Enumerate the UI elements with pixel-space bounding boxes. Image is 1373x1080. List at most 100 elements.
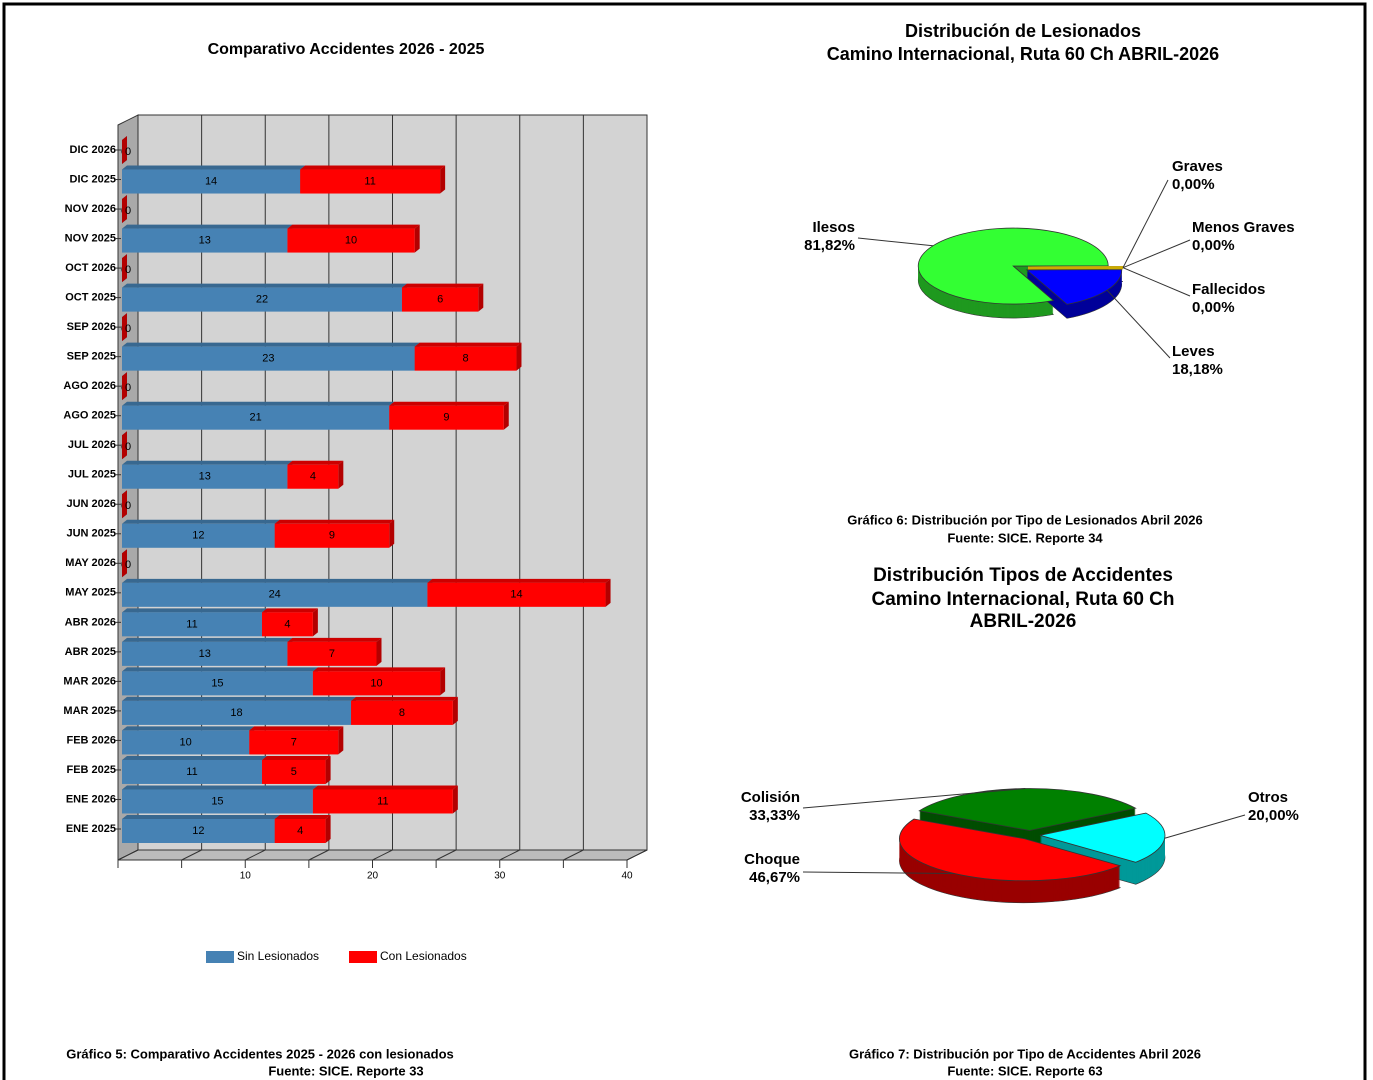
bar-top — [389, 401, 509, 406]
bar-top — [274, 519, 395, 524]
bar-top — [287, 637, 382, 642]
bar — [287, 464, 339, 489]
y-tick-label: AGO 2025 — [63, 410, 116, 422]
y-tick-label: JUN 2025 — [66, 528, 116, 540]
slice-label: Choque — [744, 851, 800, 868]
legend-label: Con Lesionados — [380, 949, 467, 963]
bar-top — [261, 755, 331, 760]
bar-side — [605, 578, 611, 607]
bar-side — [122, 431, 127, 460]
chart-title: Comparativo Accidentes 2026 - 2025 — [208, 41, 485, 58]
y-tick-label: JUN 2026 — [66, 498, 116, 510]
bar-side — [503, 401, 509, 430]
value-label: 10 — [180, 736, 192, 748]
bar-top — [312, 785, 458, 790]
bar-top — [122, 283, 407, 288]
chart-title: Camino Internacional, Ruta 60 Ch ABRIL-2… — [827, 44, 1219, 64]
bar-side — [312, 608, 318, 637]
value-label: 13 — [199, 234, 211, 246]
chart-title: Distribución Tipos de Accidentes — [873, 565, 1173, 586]
bar — [300, 169, 441, 194]
bar — [122, 612, 262, 637]
value-label: 0 — [125, 205, 131, 217]
caption: Gráfico 5: Comparativo Accidentes 2025 -… — [66, 1046, 454, 1061]
leader-line — [1106, 289, 1171, 359]
chart-title: Distribución de Lesionados — [905, 21, 1141, 41]
bar-top — [122, 726, 255, 731]
bar-top — [122, 519, 280, 524]
bar — [122, 730, 250, 755]
y-tick-label: MAY 2026 — [65, 557, 116, 569]
bar-side — [452, 696, 458, 725]
value-label: 4 — [297, 825, 303, 837]
value-label: 0 — [125, 500, 131, 512]
y-tick-label: AGO 2026 — [63, 380, 116, 392]
y-tick-label: MAR 2026 — [63, 675, 116, 687]
chart-title: ABRIL-2026 — [970, 611, 1077, 632]
value-label: 5 — [291, 766, 297, 778]
bar — [427, 582, 606, 607]
slice-label: Leves — [1172, 343, 1215, 360]
y-tick-label: OCT 2026 — [65, 262, 116, 274]
value-label: 15 — [211, 795, 223, 807]
slice-value-label: 0,00% — [1192, 299, 1235, 316]
bar-side — [452, 785, 458, 814]
pie-slice — [899, 818, 1122, 882]
bar-side — [122, 254, 127, 283]
floor-line — [499, 849, 520, 861]
bar-top — [287, 460, 344, 465]
bar-side — [122, 136, 127, 164]
floor-line — [308, 849, 330, 861]
bar-top — [351, 696, 458, 701]
bar — [122, 464, 288, 489]
value-label: 8 — [463, 353, 469, 365]
value-label: 23 — [262, 353, 274, 365]
value-label: 11 — [364, 175, 375, 187]
bar-side — [325, 815, 331, 843]
bar — [287, 641, 377, 666]
bar-top — [274, 815, 331, 819]
bar-side — [440, 667, 446, 696]
bar — [122, 346, 415, 371]
slice-label: Menos Graves — [1192, 219, 1295, 236]
source: Fuente: SICE. Reporte 33 — [268, 1063, 423, 1078]
floor-line — [435, 849, 457, 861]
value-label: 11 — [186, 618, 197, 630]
slice-label: Graves — [1172, 158, 1223, 175]
bar-side — [122, 490, 127, 519]
value-label: 13 — [199, 648, 211, 660]
leader-line — [1122, 239, 1191, 269]
value-label: 0 — [125, 146, 131, 158]
bar — [122, 582, 428, 607]
value-label: 12 — [192, 825, 204, 837]
bar-top — [122, 578, 433, 583]
value-label: 21 — [249, 412, 261, 424]
bar — [312, 789, 453, 814]
bar — [122, 523, 275, 548]
value-label: 10 — [345, 234, 357, 246]
floor-line — [245, 849, 266, 861]
bar-top — [122, 342, 420, 347]
value-label: 4 — [310, 471, 316, 483]
y-tick-label: ENE 2025 — [66, 823, 116, 835]
pie-slice — [1039, 812, 1166, 863]
x-tick-label: 20 — [367, 871, 379, 882]
value-label: 9 — [329, 530, 335, 542]
bar — [122, 819, 275, 843]
value-label: 10 — [370, 677, 382, 689]
bar — [351, 700, 453, 725]
bar-side — [516, 342, 522, 371]
leader-line — [1122, 267, 1191, 297]
bar — [122, 671, 313, 696]
y-tick-label: DIC 2025 — [70, 173, 116, 185]
bar — [122, 228, 288, 253]
y-tick-label: ABR 2026 — [65, 616, 116, 628]
source: Fuente: SICE. Reporte 63 — [947, 1063, 1102, 1078]
value-label: 0 — [125, 382, 131, 394]
slice-value-label: 18,18% — [1172, 361, 1223, 378]
bar-top — [312, 667, 446, 672]
bar-side — [376, 637, 382, 666]
bar-top — [122, 785, 318, 790]
